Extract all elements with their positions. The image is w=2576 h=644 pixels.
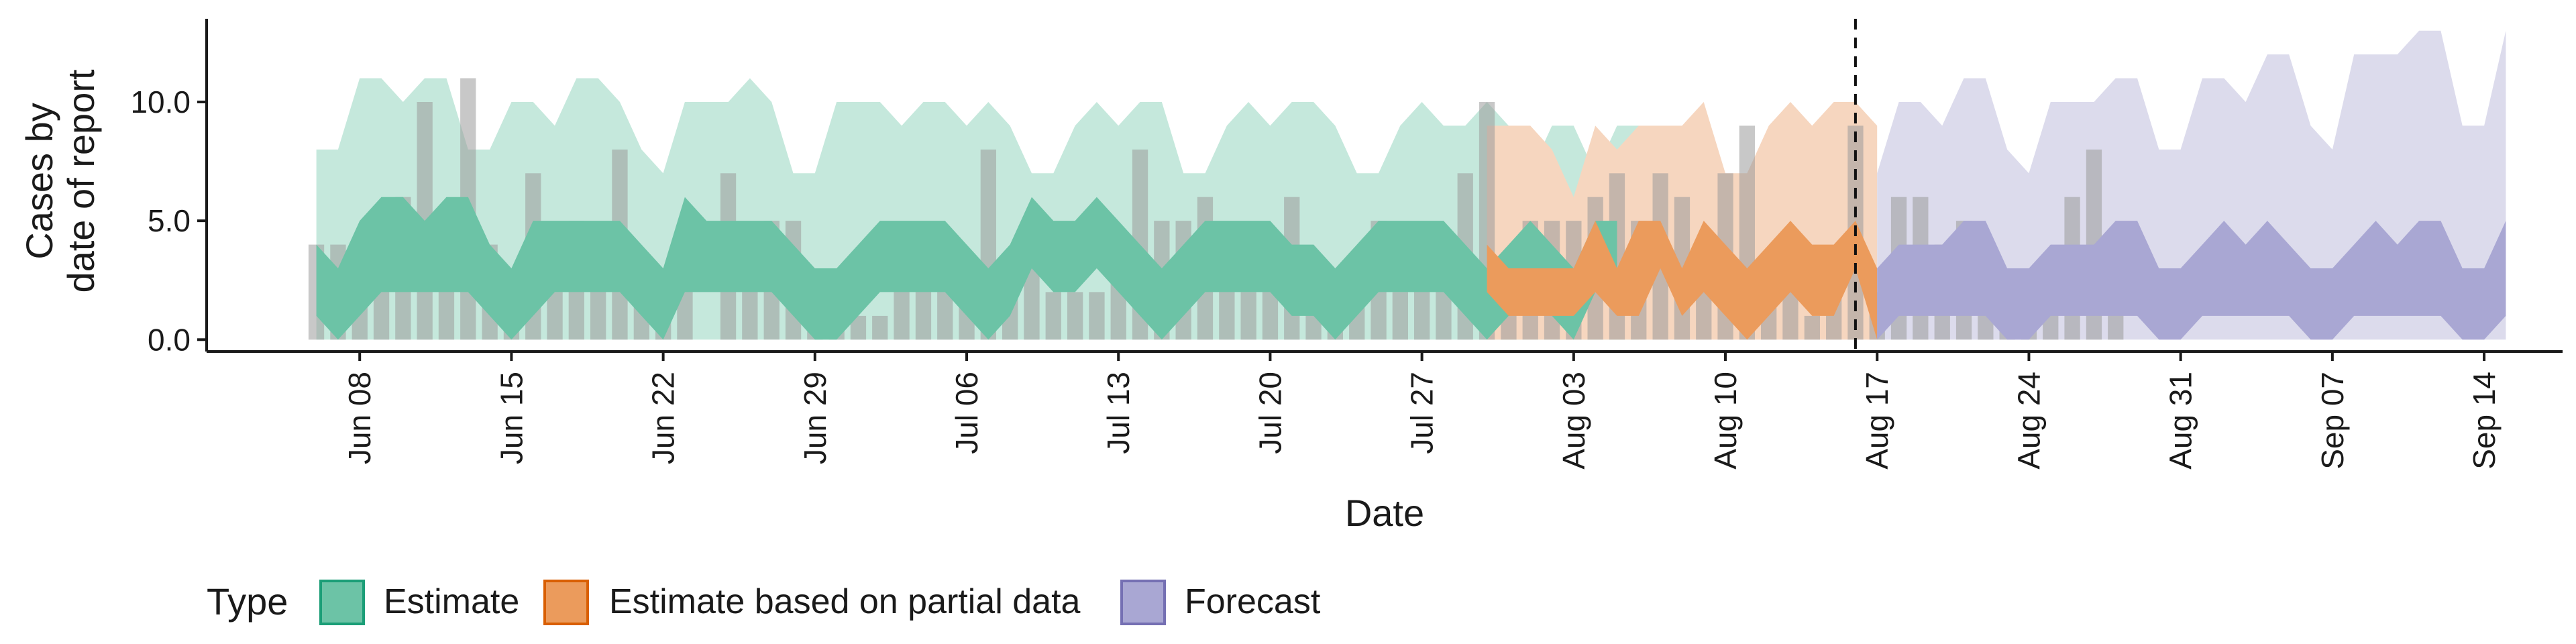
x-tick-label: Jun 29: [798, 372, 833, 464]
band-inner-estimate-based-on-partial-data: [1487, 221, 1878, 340]
bar-reported-cases: [547, 292, 563, 340]
x-tick-label: Jul 27: [1405, 372, 1440, 454]
x-tick-label: Jul 06: [949, 372, 984, 454]
x-tick-label: Sep 14: [2467, 372, 2502, 470]
x-tick-label: Jun 22: [646, 372, 681, 464]
legend-label-partial: Estimate based on partial data: [609, 582, 1081, 621]
x-tick-label: Jul 20: [1252, 372, 1287, 454]
legend: Type Estimate Estimate based on partial …: [207, 580, 1321, 625]
band-inner-forecast: [1877, 221, 2506, 340]
x-tick-label: Jun 15: [494, 372, 529, 464]
legend-item-forecast: Forecast: [1120, 580, 1321, 625]
bar-reported-cases: [850, 315, 867, 340]
bar-reported-cases: [1392, 292, 1408, 340]
legend-item-estimate: Estimate: [319, 580, 519, 625]
x-tick-label: Sep 07: [2315, 372, 2350, 470]
bar-reported-cases: [1804, 315, 1820, 340]
bar-reported-cases: [1045, 292, 1061, 340]
x-axis-title: Date: [1345, 492, 1424, 534]
legend-key-forecast: [1120, 580, 1166, 625]
bar-reported-cases: [1089, 292, 1105, 340]
legend-label-estimate: Estimate: [384, 582, 519, 621]
x-tick-label: Aug 17: [1860, 372, 1894, 470]
x-tick-label: Aug 31: [2163, 372, 2198, 470]
legend-key-estimate: [319, 580, 365, 625]
x-axis-ticks: Jun 08 Jun 15 Jun 22 Jun 29 Jul 06 Jul 13 Jul …: [342, 352, 2502, 470]
bar-reported-cases: [1067, 292, 1083, 340]
y-tick-label: 0.0: [148, 322, 191, 357]
x-tick-label: Jun 08: [342, 372, 377, 464]
y-tick-label: 10.0: [130, 85, 191, 119]
legend-label-forecast: Forecast: [1185, 582, 1321, 621]
x-tick-label: Aug 24: [2011, 372, 2046, 470]
bar-reported-cases: [872, 315, 888, 340]
y-axis-ticks: 0.0 5.0 10.0: [130, 85, 207, 357]
bar-reported-cases: [1240, 292, 1256, 340]
plot-area: [308, 19, 2506, 352]
y-tick-label: 5.0: [148, 203, 191, 238]
band-inner-estimate: [316, 197, 1617, 340]
y-axis-title-line-2: date of report: [60, 69, 102, 293]
legend-title: Type: [207, 580, 288, 623]
x-tick-label: Jul 13: [1101, 372, 1136, 454]
y-axis-title-line-1: Cases by: [18, 103, 60, 259]
x-tick-label: Aug 03: [1556, 372, 1591, 470]
legend-item-partial: Estimate based on partial data: [543, 580, 1081, 625]
x-tick-label: Aug 10: [1708, 372, 1743, 470]
legend-key-partial: [543, 580, 589, 625]
